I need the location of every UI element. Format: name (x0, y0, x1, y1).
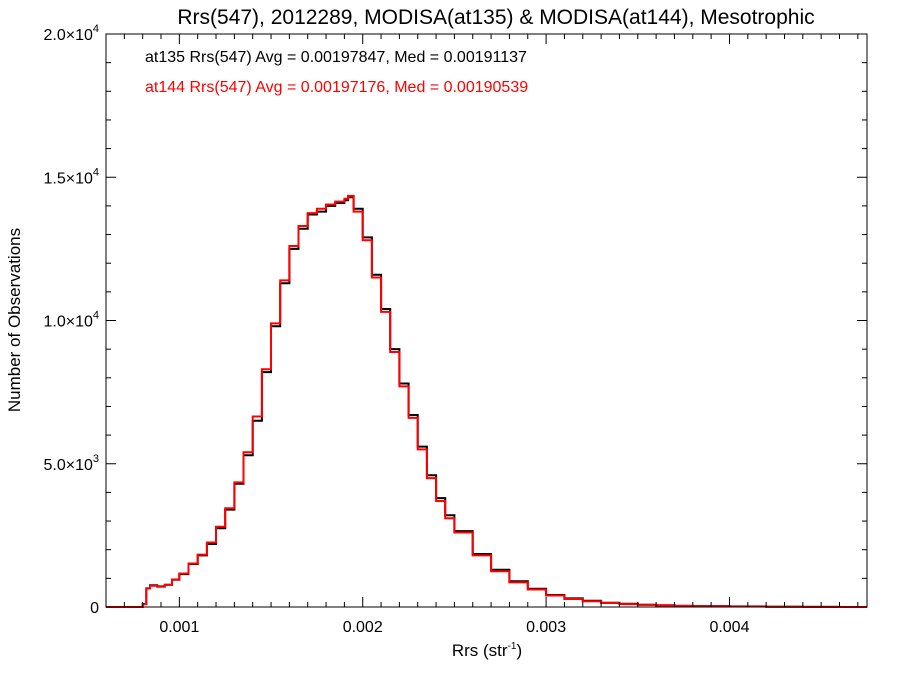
x-tick-label-1: 0.002 (343, 619, 383, 636)
y-tick-label-1: 5.0×103 (43, 453, 99, 474)
x-tick-label-0: 0.001 (159, 619, 199, 636)
y-tick-label-4: 2.0×104 (43, 23, 99, 44)
x-axis-label: Rrs (str-1) (452, 641, 522, 660)
plot-frame (105, 33, 868, 608)
x-axis-label-main: Rrs (str (452, 641, 508, 660)
y-axis-label: Number of Observations (5, 228, 24, 412)
series-layer (106, 194, 867, 608)
y-tick-label-0: 0 (90, 600, 99, 617)
series-line-1 (106, 194, 867, 608)
x-axis-label-superscript: -1 (508, 641, 517, 652)
annotation-at144: at144 Rrs(547) Avg = 0.00197176, Med = 0… (145, 79, 528, 96)
annotation-at135: at135 Rrs(547) Avg = 0.00197847, Med = 0… (145, 49, 527, 66)
axes-layer: 0.001 0.002 0.003 0.004 0 5.0×103 1.0×104 1.5×1… (43, 23, 867, 636)
x-tick-label-3: 0.004 (709, 619, 749, 636)
x-tick-label-2: 0.003 (526, 619, 566, 636)
series-line-0 (106, 196, 867, 608)
chart-title: Rrs(547), 2012289, MODISA(at135) & MODIS… (177, 6, 814, 29)
y-tick-label-2: 1.0×104 (43, 310, 99, 331)
x-axis-label-suffix: ) (516, 641, 522, 660)
y-tick-label-3: 1.5×104 (43, 166, 99, 187)
